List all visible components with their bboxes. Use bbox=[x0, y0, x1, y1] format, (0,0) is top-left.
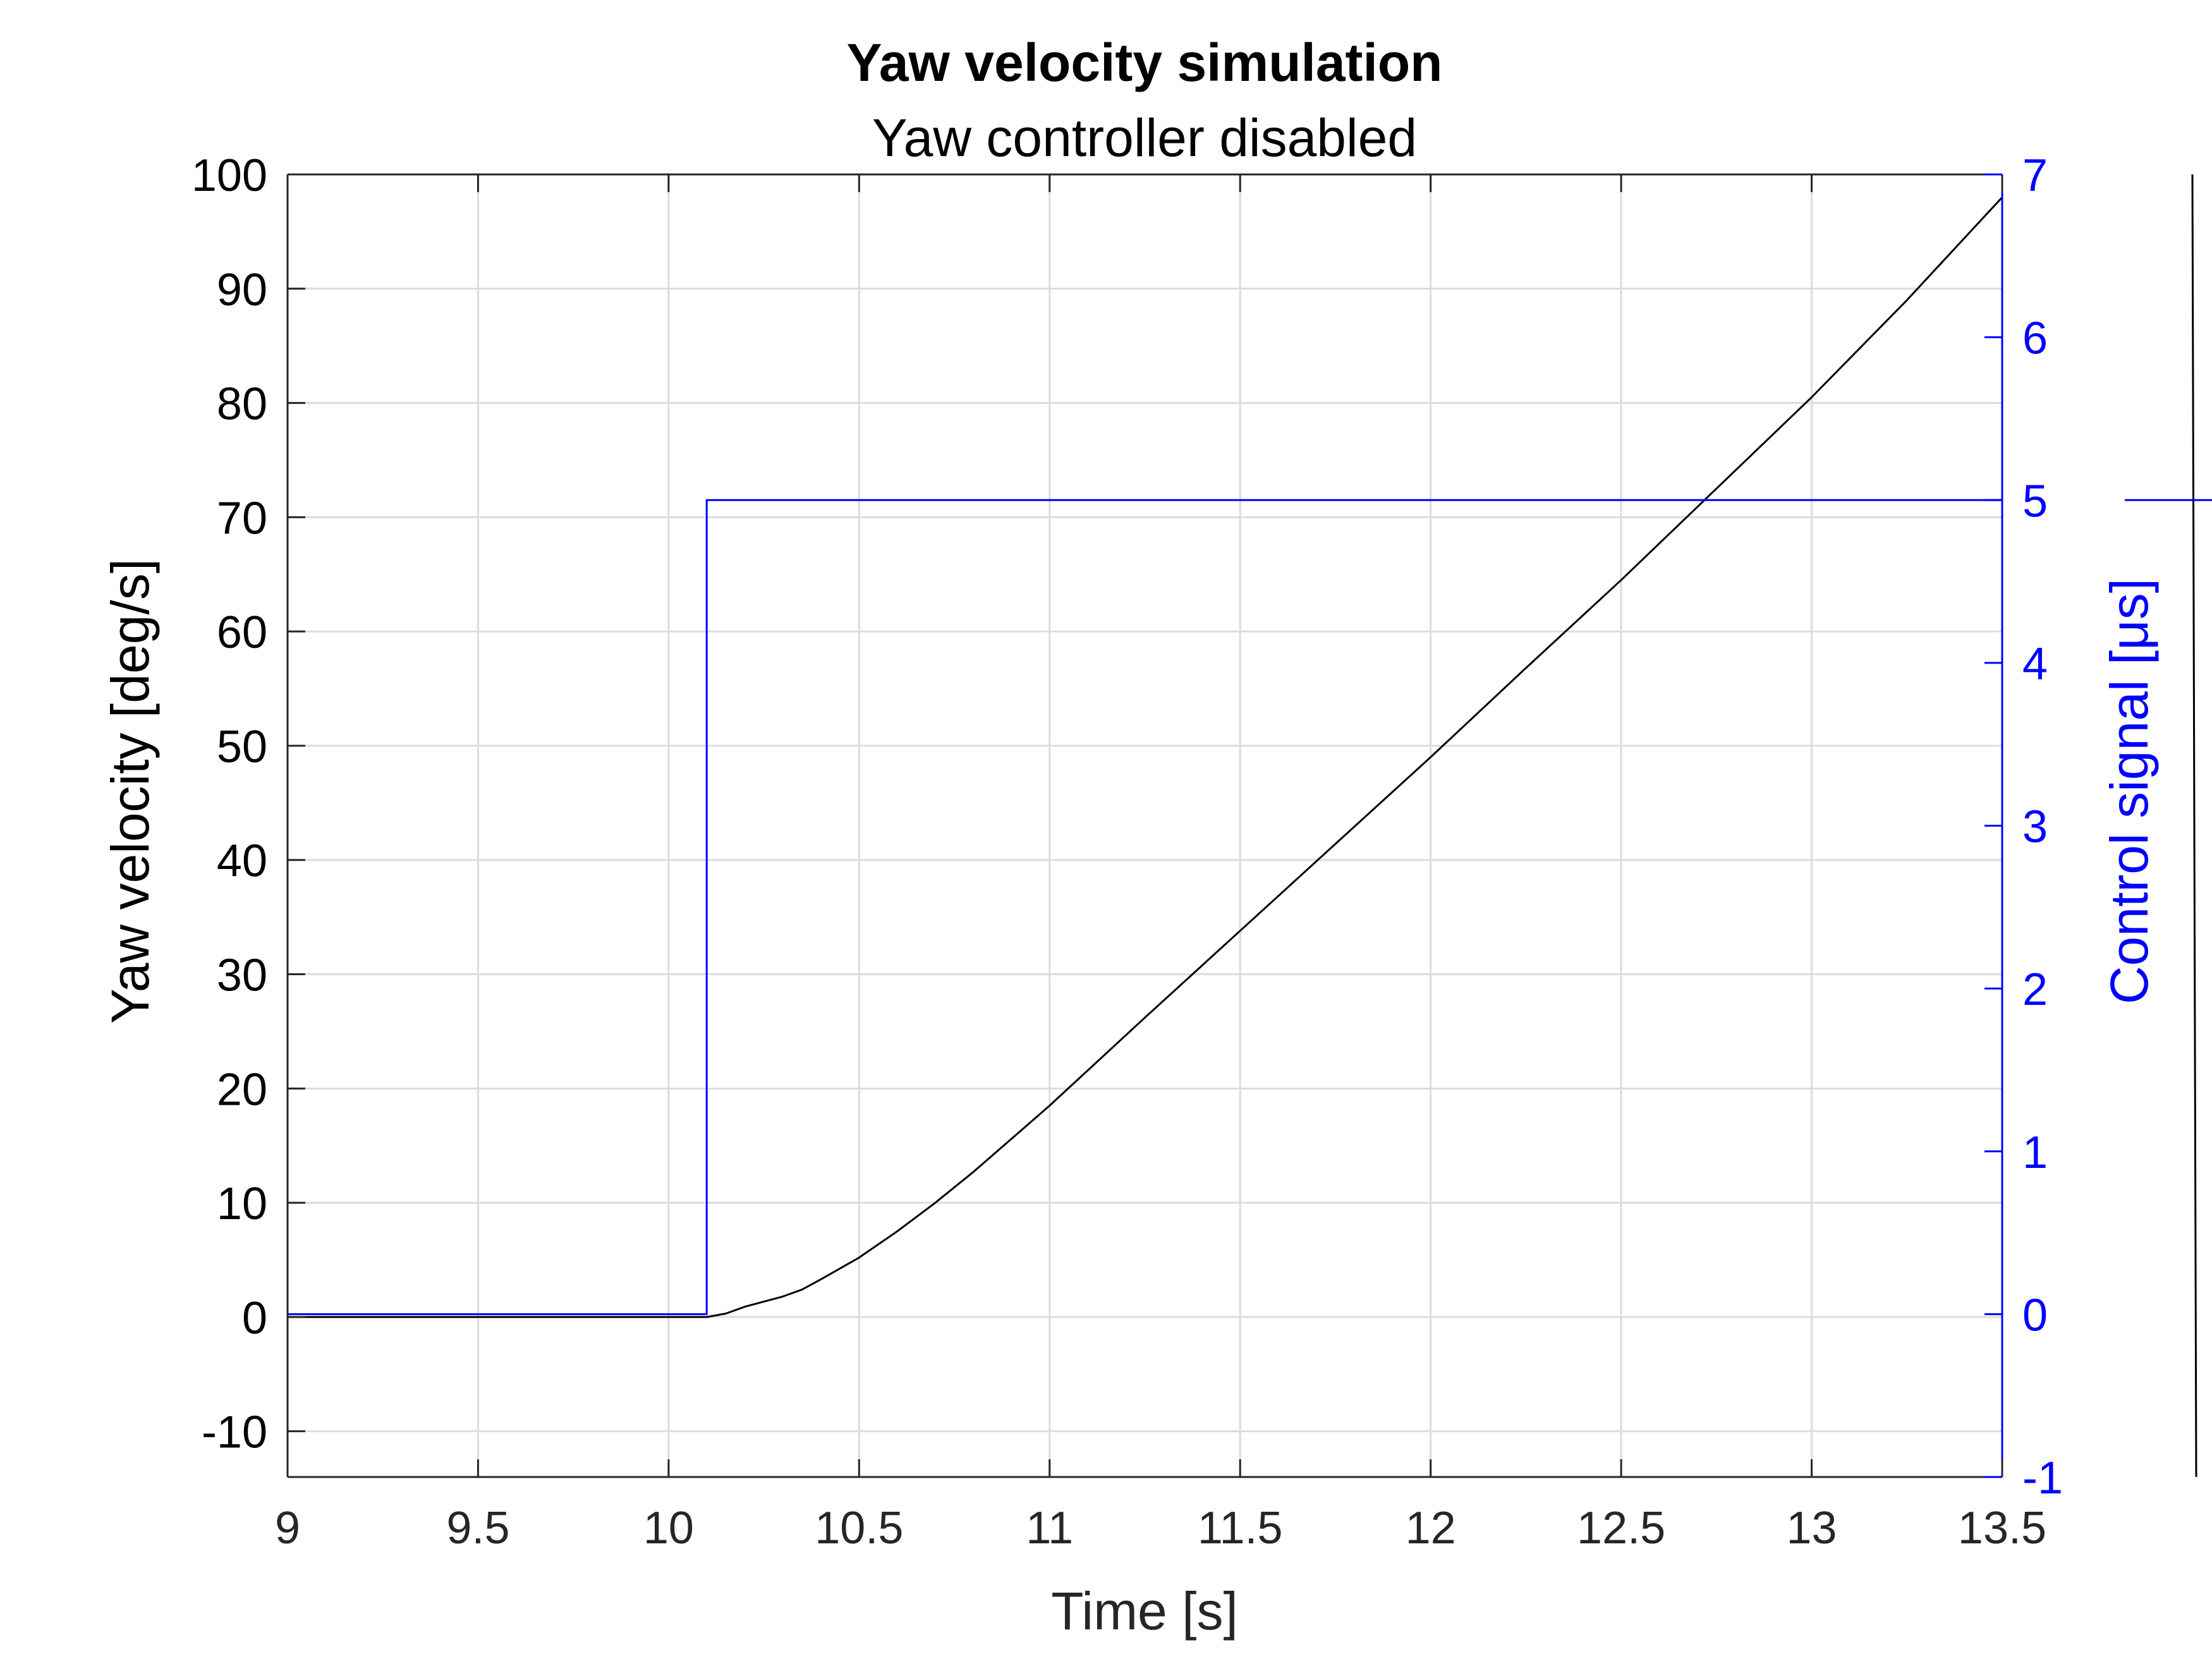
y-axis-label-left: Yaw velocity [deg/s] bbox=[100, 559, 160, 1024]
y-right-tick-label: 3 bbox=[2022, 802, 2048, 853]
y-axis-label-right: Control signal [μs] bbox=[2100, 578, 2159, 1004]
x-tick-label: 12 bbox=[1406, 1503, 1456, 1553]
y-left-tick-label: 30 bbox=[217, 951, 267, 1001]
y-right-tick-label: 2 bbox=[2022, 964, 2048, 1015]
y-left-tick-label: 90 bbox=[217, 265, 267, 315]
y-left-tick-label: 80 bbox=[217, 379, 267, 430]
x-tick-label: 10.5 bbox=[815, 1503, 903, 1553]
x-tick-label: 11 bbox=[1026, 1503, 1073, 1553]
series-layer bbox=[288, 197, 2003, 1318]
y-right-tick-label: 0 bbox=[2022, 1290, 2048, 1340]
axes bbox=[286, 173, 2212, 1478]
x-tick-label: 13.5 bbox=[1958, 1503, 2046, 1553]
x-tick-label: 13 bbox=[1787, 1503, 1837, 1553]
y-left-tick-label: 50 bbox=[217, 722, 267, 772]
x-tick-label: 12.5 bbox=[1577, 1503, 1665, 1553]
y-left-tick-label: 20 bbox=[217, 1064, 267, 1115]
y-left-tick-label: 0 bbox=[242, 1293, 267, 1344]
y-left-tick-label: -10 bbox=[202, 1407, 267, 1458]
y-left-tick-label: 40 bbox=[217, 836, 267, 887]
series-line-control-signal bbox=[288, 499, 2002, 1315]
y-left-tick-label: 100 bbox=[191, 150, 267, 201]
y-left-tick-label: 10 bbox=[217, 1179, 267, 1229]
y-left-tick-label: 70 bbox=[217, 493, 267, 544]
y-right-tick-label: 6 bbox=[2022, 313, 2048, 364]
x-tick-label: 9 bbox=[275, 1503, 300, 1553]
stray-vertical-line bbox=[2191, 174, 2197, 1478]
y-right-tick-label: 5 bbox=[2022, 476, 2048, 526]
y-right-tick-label: 4 bbox=[2022, 639, 2048, 690]
y-right-tick-label: -1 bbox=[2022, 1453, 2063, 1504]
plot-area bbox=[288, 174, 2002, 1477]
y-right-tick-label: 1 bbox=[2022, 1127, 2048, 1178]
x-axis-label: Time [s] bbox=[1051, 1581, 1238, 1641]
chart-title: Yaw velocity simulation bbox=[847, 33, 1443, 92]
grid bbox=[286, 173, 2003, 1477]
x-tick-label: 11.5 bbox=[1198, 1503, 1283, 1553]
x-tick-label: 9.5 bbox=[446, 1503, 509, 1553]
series-line-yaw-velocity bbox=[288, 197, 2003, 1318]
y-left-tick-label: 60 bbox=[217, 607, 267, 658]
y-right-tick-label: 7 bbox=[2022, 150, 2048, 201]
x-tick-label: 10 bbox=[643, 1503, 694, 1553]
chart-subtitle: Yaw controller disabled bbox=[872, 108, 1417, 167]
tick-labels: 9 9.5 10 10.5 11 11.5 12 12.5 13 13.5-10010203040… bbox=[191, 150, 2063, 1553]
